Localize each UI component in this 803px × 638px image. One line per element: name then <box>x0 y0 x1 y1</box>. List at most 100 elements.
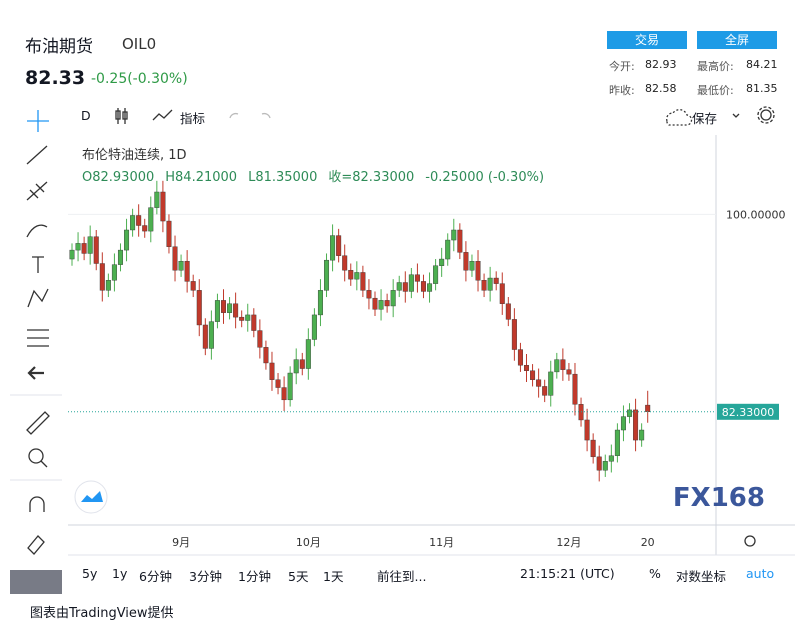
candle-body <box>524 365 530 371</box>
last-price-label: 82.33000 <box>722 406 775 419</box>
candle-body <box>433 265 439 284</box>
candle-body <box>293 359 299 374</box>
candle-body <box>372 297 378 310</box>
candle-body <box>469 261 475 271</box>
goto[interactable]: 前往到... <box>377 569 427 584</box>
x-tick-label: 20 <box>641 536 655 549</box>
candle-body <box>69 249 75 260</box>
x-tick-label: 9月 <box>172 536 190 549</box>
stat-label: 最低价: <box>697 84 734 97</box>
candle-body <box>560 359 566 370</box>
range[interactable]: 5天 <box>288 569 309 584</box>
auto-scale[interactable]: auto <box>746 566 775 581</box>
candle-body <box>457 229 463 253</box>
range[interactable]: 1y <box>112 566 128 581</box>
collapse[interactable] <box>10 570 62 594</box>
candle-body <box>614 429 620 456</box>
indicators[interactable]: 指标 <box>180 111 206 126</box>
candle-body <box>366 290 372 299</box>
candle-body <box>481 280 487 291</box>
candle-body <box>451 229 457 241</box>
candle-body <box>596 456 602 471</box>
code: OIL0 <box>122 35 157 53</box>
ohlc-legend: L81.35000 <box>248 170 317 185</box>
tool-icons <box>26 106 775 555</box>
title: 布油期货 <box>25 37 93 57</box>
candle-body <box>402 282 408 292</box>
candle-body <box>299 359 305 369</box>
log-scale[interactable]: 对数坐标 <box>676 569 727 584</box>
chart-title: 布伦特油连续, 1D <box>82 147 187 163</box>
candle-body <box>396 282 402 291</box>
candle-body <box>311 314 317 340</box>
candle-body <box>257 330 263 348</box>
candle-body <box>196 290 202 326</box>
candle-body <box>269 362 275 380</box>
interval[interactable]: D <box>81 108 91 123</box>
candle-body <box>566 369 572 375</box>
candle-body <box>99 263 105 291</box>
stat-label: 今开: <box>609 60 635 73</box>
x-tick-label: 11月 <box>429 536 454 549</box>
candle-body <box>608 455 614 462</box>
x-tick-label: 12月 <box>556 536 581 549</box>
candle-body <box>336 235 342 256</box>
candle-body <box>475 261 481 281</box>
candle-body <box>645 404 651 412</box>
candle-body <box>342 255 348 271</box>
candle-body <box>602 461 608 471</box>
range[interactable]: 6分钟 <box>139 569 172 584</box>
ohlc-legend: H84.21000 <box>165 170 237 185</box>
stat-value: 84.21 <box>746 58 778 71</box>
candle-body <box>245 314 251 321</box>
candle-body <box>620 416 626 431</box>
candle-body <box>445 239 451 260</box>
save[interactable]: 保存 <box>692 111 718 126</box>
candle-body <box>542 386 548 396</box>
candle-body <box>117 249 123 265</box>
candle-body <box>87 236 93 254</box>
candle-body <box>305 339 311 369</box>
candle-body <box>536 379 542 387</box>
candle-body <box>590 439 596 458</box>
candle-body <box>584 419 590 441</box>
time: 21:15:21 (UTC) <box>520 566 615 581</box>
percent[interactable]: % <box>649 566 661 581</box>
x-tick-label: 10月 <box>296 536 321 549</box>
candle-body <box>439 258 445 266</box>
range[interactable]: 1分钟 <box>238 569 271 584</box>
stat-label: 昨收: <box>609 84 635 97</box>
candle-body <box>148 207 154 232</box>
candle-body <box>287 372 293 401</box>
trade-button[interactable]: 交易 <box>607 31 687 49</box>
candle-body <box>414 274 420 282</box>
stat-label: 最高价: <box>697 60 734 73</box>
candle-body <box>390 290 396 307</box>
candle-body <box>214 300 220 322</box>
range[interactable]: 3分钟 <box>189 569 222 584</box>
candle-body <box>190 281 196 291</box>
candle-body <box>554 359 560 373</box>
candle-body <box>487 277 493 291</box>
candle-body <box>275 379 281 388</box>
candle-body <box>105 280 111 291</box>
candle-body <box>233 303 239 318</box>
candle-body <box>263 347 269 364</box>
candle-body <box>517 349 523 366</box>
candle-body <box>530 370 536 380</box>
candle-body <box>354 272 360 280</box>
candle-body <box>324 259 330 291</box>
candle-body <box>639 429 645 441</box>
range[interactable]: 1天 <box>323 569 344 584</box>
range[interactable]: 5y <box>82 566 98 581</box>
candle-body <box>384 300 390 307</box>
watermark: FX168 <box>673 483 765 513</box>
candle-body <box>572 373 578 405</box>
ohlc-legend: O82.93000 <box>82 170 154 185</box>
candle-body <box>548 371 554 396</box>
candle-body <box>124 229 130 251</box>
fullscreen-button[interactable]: 全屏 <box>697 31 777 49</box>
ohlc-legend: 收=82.33000 <box>328 170 414 185</box>
tv-logo <box>74 480 108 514</box>
